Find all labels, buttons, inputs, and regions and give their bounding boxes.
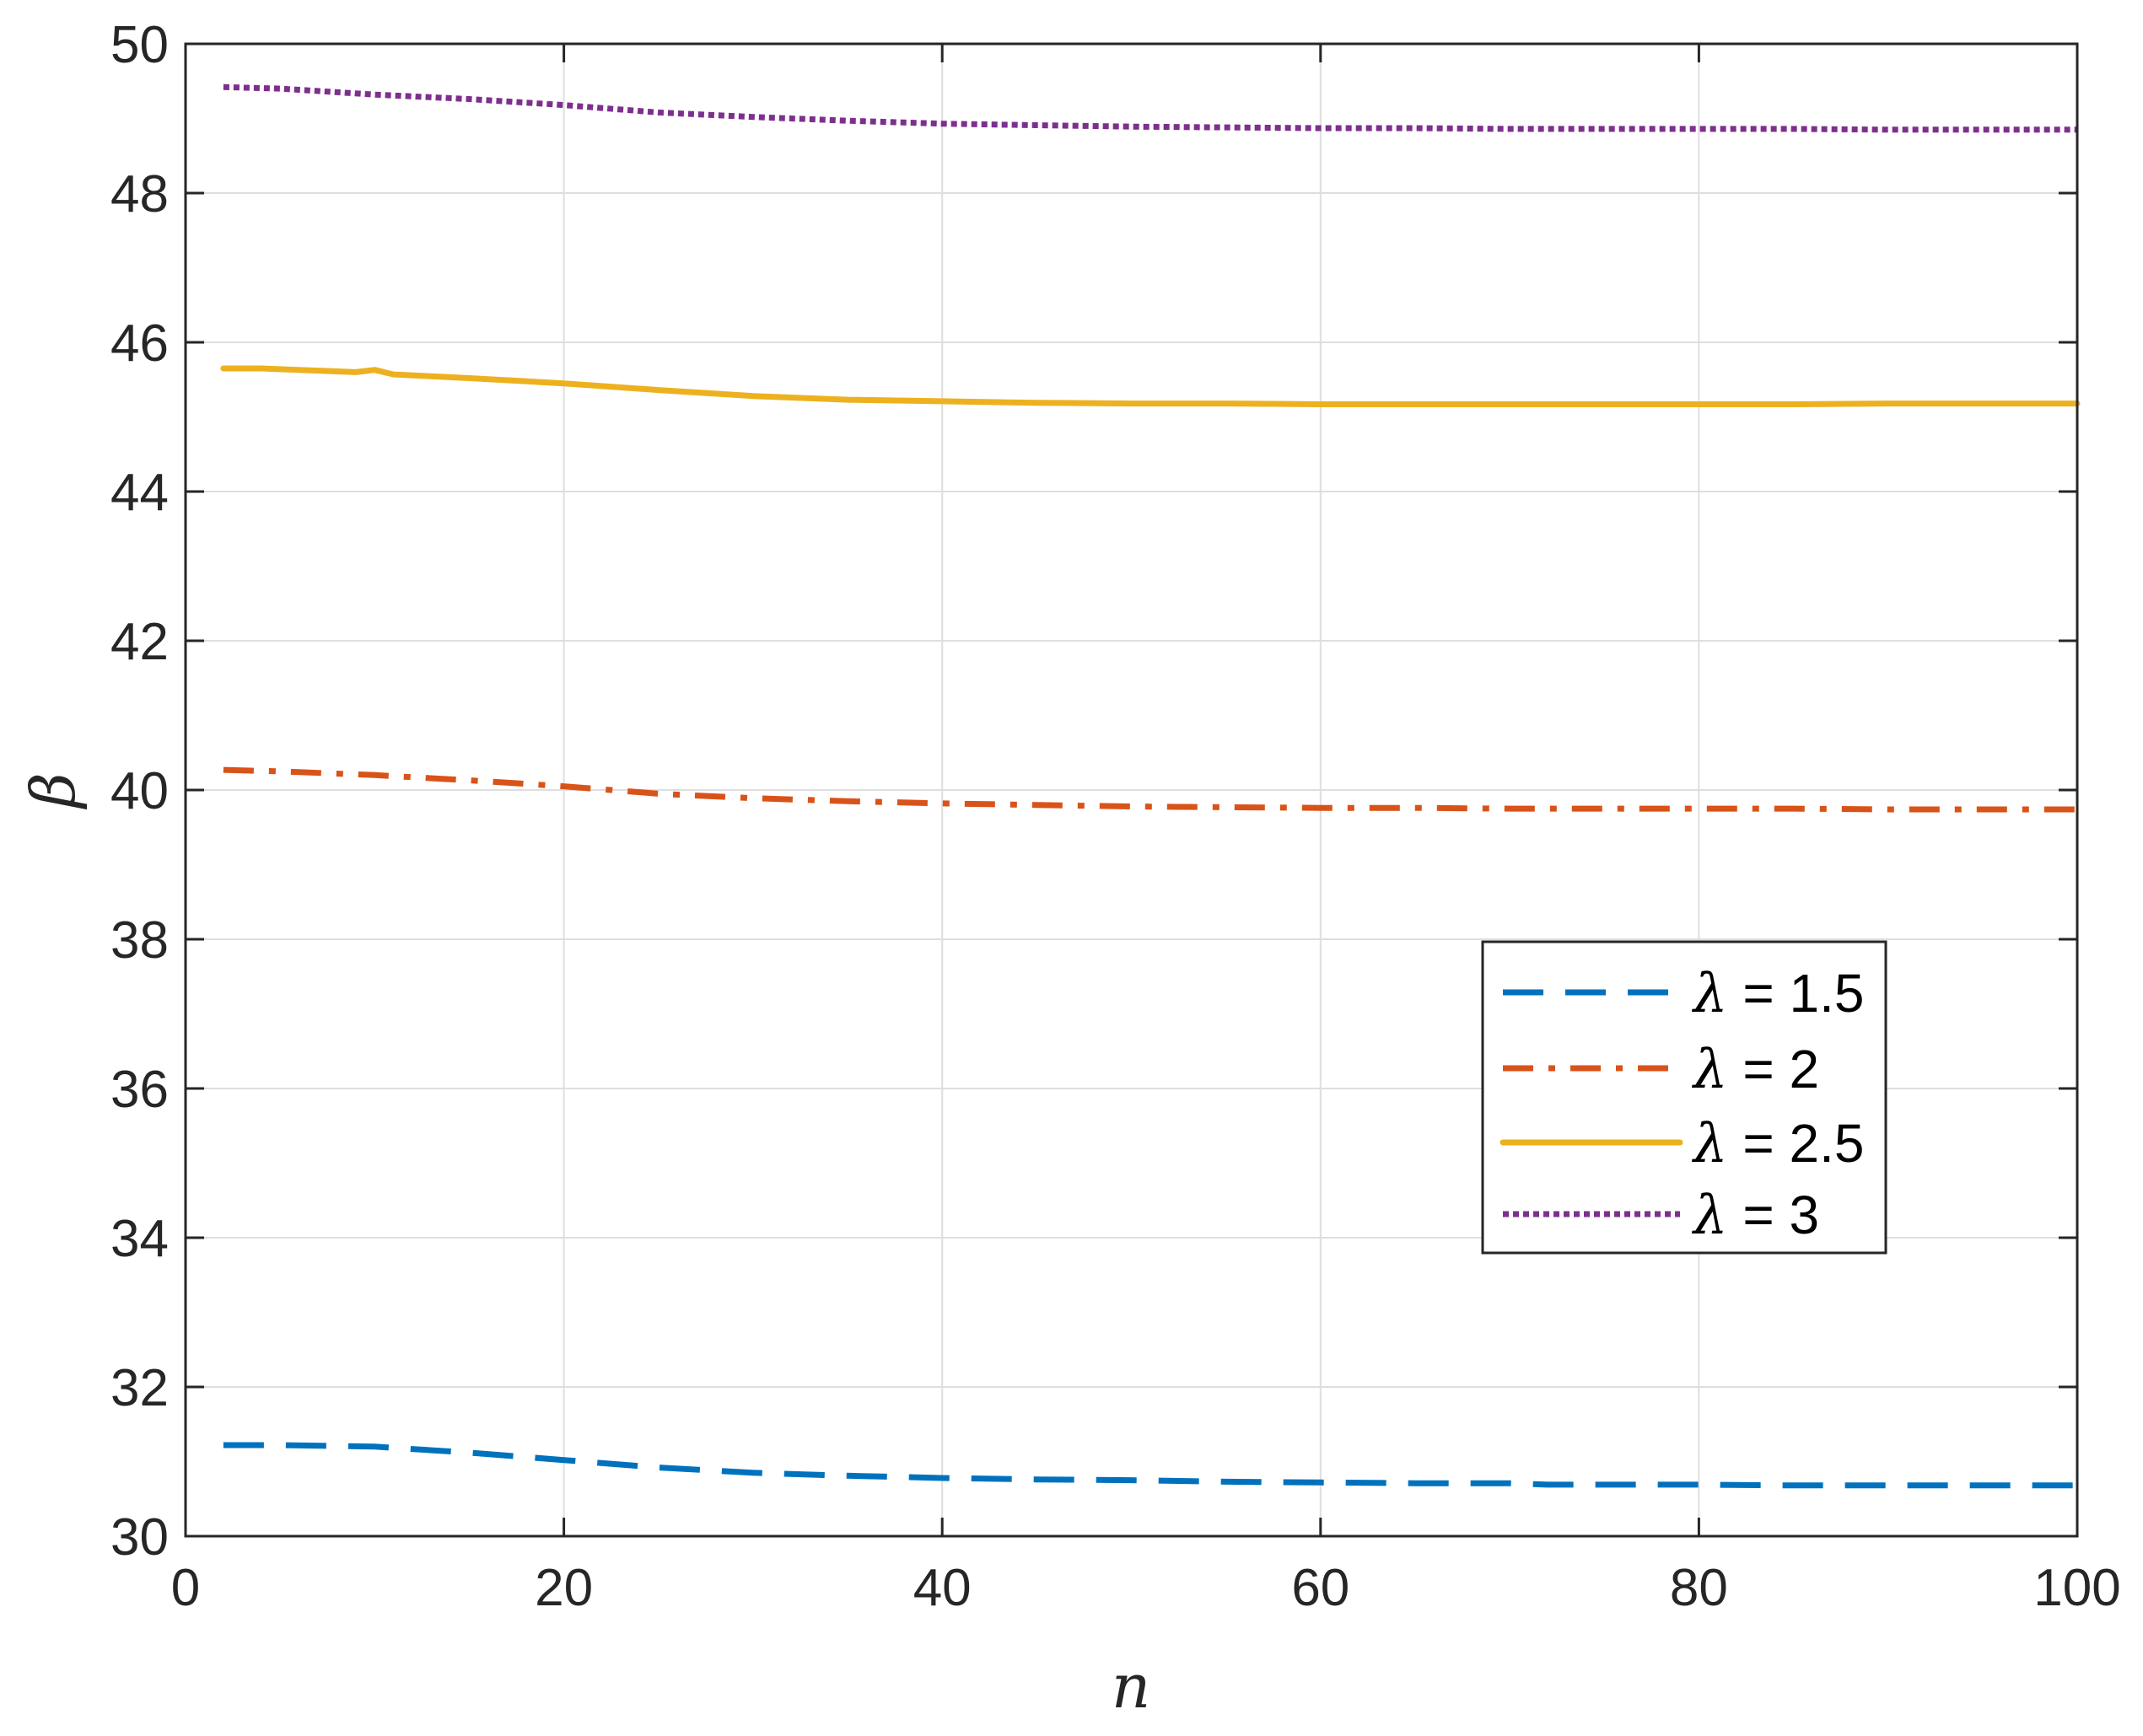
x-axis-title: n <box>1112 1651 1150 1722</box>
x-tick-label: 20 <box>535 1559 593 1617</box>
legend-symbol: λ <box>1691 1039 1728 1101</box>
y-tick-label: 46 <box>110 314 169 373</box>
y-tick-label: 30 <box>110 1508 169 1567</box>
legend-symbol: λ <box>1691 1185 1728 1247</box>
y-tick-label: 44 <box>110 464 169 522</box>
legend-items: λ = 1.5λ = 2λ = 2.5λ = 3 <box>1500 963 1864 1247</box>
legend: λ = 1.5λ = 2λ = 2.5λ = 3 <box>1481 940 1887 1255</box>
tick-labels: 0 20 40 60 80 100 30 32 34 36 38 40 42 44 46 48 50 <box>110 16 2121 1617</box>
y-tick-label: 38 <box>110 911 169 970</box>
axis-ticks <box>184 42 2079 1538</box>
legend-value: = 3 <box>1728 1185 1820 1245</box>
legend-value: = 1.5 <box>1728 963 1865 1024</box>
legend-box <box>1481 940 1887 1255</box>
x-tick-label: 100 <box>2033 1559 2120 1617</box>
series-line-2 <box>223 766 2077 813</box>
series-line-3 <box>220 365 2081 407</box>
legend-symbol: λ <box>1691 963 1728 1025</box>
y-axis-title: β <box>18 772 89 810</box>
x-tick-label: 80 <box>1670 1559 1728 1617</box>
y-tick-label: 42 <box>110 613 169 671</box>
legend-label-3: λ = 2.5 <box>1691 1113 1864 1175</box>
legend-label-2: λ = 2 <box>1691 1039 1819 1101</box>
x-tick-label: 0 <box>171 1559 200 1617</box>
series-line-4 <box>223 83 2077 133</box>
series-lines <box>220 83 2081 1489</box>
legend-value: = 2 <box>1728 1039 1820 1099</box>
series-line-1 <box>223 1442 2077 1489</box>
legend-value: = 2.5 <box>1728 1113 1865 1174</box>
x-tick-label: 60 <box>1291 1559 1349 1617</box>
y-tick-label: 32 <box>110 1359 169 1417</box>
legend-symbol: λ <box>1691 1113 1728 1175</box>
y-tick-label: 40 <box>110 762 169 820</box>
x-tick-label: 40 <box>913 1559 972 1617</box>
legend-label-1: λ = 1.5 <box>1691 963 1864 1025</box>
y-tick-label: 34 <box>110 1210 169 1268</box>
y-tick-label: 48 <box>110 165 169 223</box>
y-tick-label: 50 <box>110 16 169 74</box>
legend-label-4: λ = 3 <box>1691 1185 1819 1247</box>
y-tick-label: 36 <box>110 1061 169 1119</box>
